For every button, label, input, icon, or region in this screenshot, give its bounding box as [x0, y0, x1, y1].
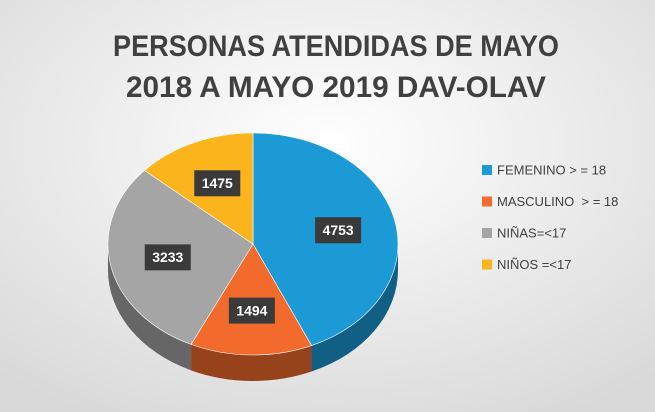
- chart-title: PERSONAS ATENDIDAS DE MAYO: [113, 30, 559, 63]
- chart-title: 2018 A MAYO 2019 DAV-OLAV: [126, 71, 546, 104]
- slice-side: [191, 344, 312, 382]
- legend-label: NIÑAS=<17: [497, 225, 566, 240]
- slice-side: [311, 244, 398, 372]
- legend-swatch: [482, 196, 492, 207]
- data-label: 3233: [152, 249, 183, 265]
- slice-side: [108, 244, 192, 371]
- data-label-box: [228, 297, 275, 324]
- legend-swatch: [482, 165, 492, 175]
- legend-swatch: [482, 228, 492, 238]
- data-label: 4753: [323, 222, 354, 238]
- legend-swatch: [482, 259, 492, 270]
- legend-label: MASCULINO > = 18: [497, 194, 618, 209]
- data-label-box: [315, 217, 362, 244]
- legend-label: FEMENINO > = 18: [497, 162, 606, 177]
- data-label: 1475: [202, 175, 233, 191]
- data-label: 1494: [236, 302, 267, 318]
- legend-label: NIÑOS =<17: [497, 257, 571, 272]
- data-label-box: [194, 170, 241, 197]
- data-label-box: [144, 244, 191, 271]
